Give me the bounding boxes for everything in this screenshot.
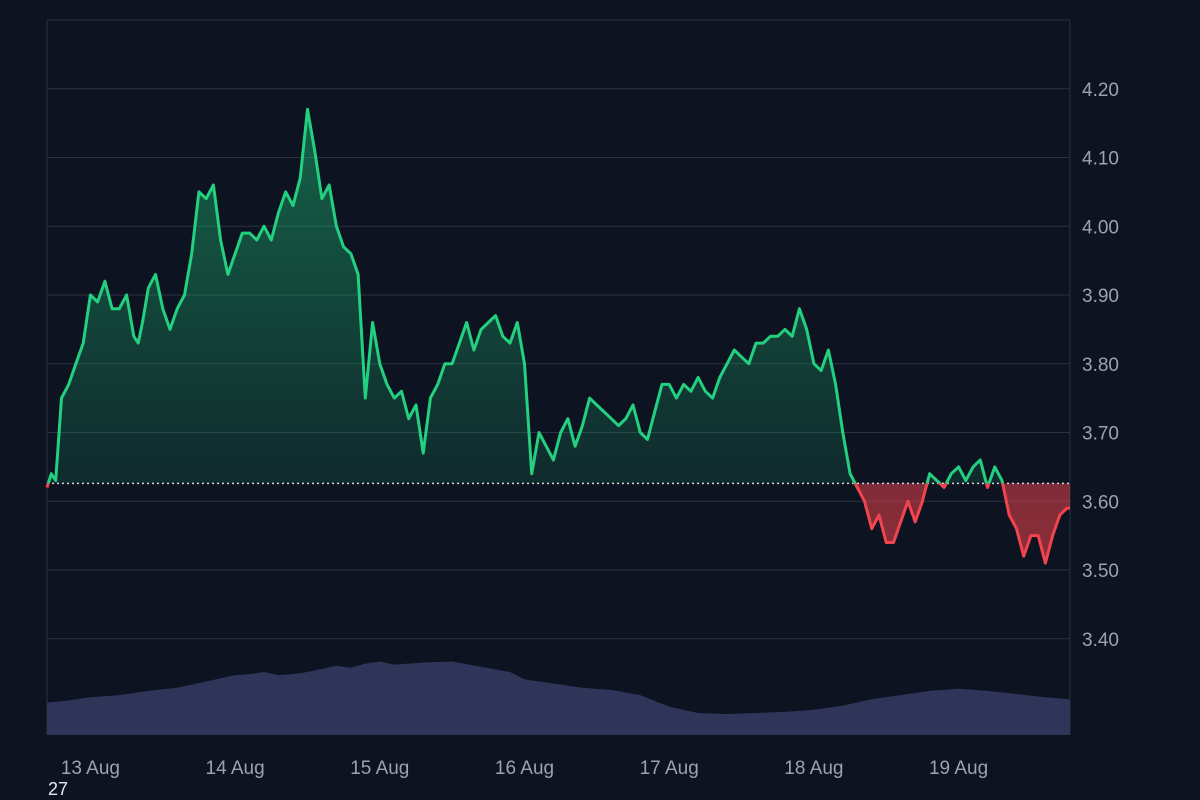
- x-tick-label: 16 Aug: [495, 758, 554, 779]
- x-tick-label: 14 Aug: [206, 758, 265, 779]
- x-tick-label: 13 Aug: [61, 758, 120, 779]
- price-line: [45, 107, 1070, 565]
- corner-label: 27: [48, 779, 69, 799]
- y-tick-label: 3.80: [1082, 355, 1119, 376]
- x-tick-label: 18 Aug: [784, 758, 843, 779]
- volume-area-shape: [47, 661, 1070, 735]
- y-tick-label: 3.50: [1082, 561, 1119, 582]
- y-tick-label: 3.90: [1082, 286, 1119, 307]
- volume-area: [47, 661, 1070, 735]
- y-tick-label: 4.20: [1082, 80, 1119, 101]
- y-tick-label: 4.00: [1082, 217, 1119, 238]
- y-tick-label: 3.40: [1082, 630, 1119, 651]
- x-axis-tick-labels: 13 Aug 14 Aug 15 Aug 16 Aug 17 Aug 18 Aug 19 A…: [61, 758, 988, 779]
- price-line-below-baseline: [45, 483, 1070, 565]
- x-tick-label: 17 Aug: [640, 758, 699, 779]
- price-area-fill: [47, 109, 1070, 564]
- price-line-above-baseline: [46, 107, 1005, 484]
- y-tick-label: 3.60: [1082, 492, 1119, 513]
- y-tick-label: 3.70: [1082, 424, 1119, 445]
- area-fill-above-baseline: [47, 109, 1070, 484]
- x-tick-label: 15 Aug: [350, 758, 409, 779]
- y-axis-tick-labels: 3.40 3.50 3.60 3.70 3.80 3.90 4.00 4.10 4.20: [1082, 80, 1119, 651]
- x-tick-label: 19 Aug: [929, 758, 988, 779]
- y-tick-label: 4.10: [1082, 149, 1119, 170]
